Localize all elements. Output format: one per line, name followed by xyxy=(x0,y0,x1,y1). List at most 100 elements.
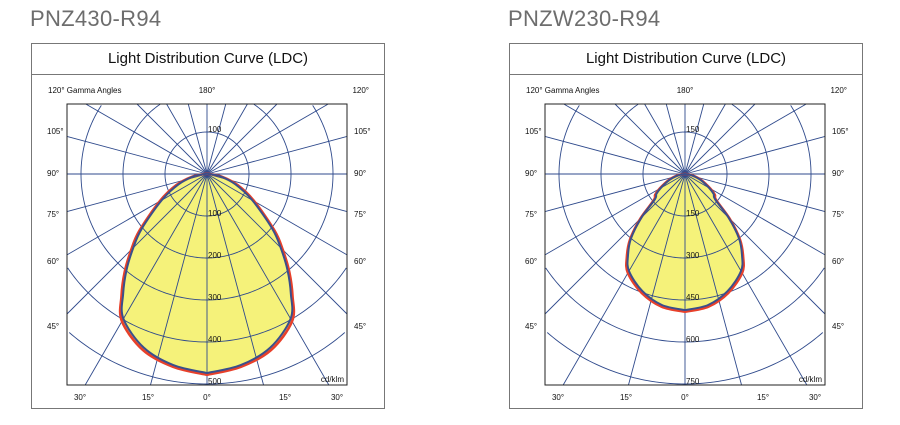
grid-spoke xyxy=(206,136,348,175)
grid-spoke xyxy=(684,103,705,175)
grid-ring xyxy=(68,332,346,385)
angle-label-left: 90° xyxy=(47,169,60,178)
grid-ring xyxy=(122,103,292,259)
product-title-left: PNZ430-R94 xyxy=(30,6,162,31)
unit-label: cd/klm xyxy=(320,375,344,384)
grid-spoke xyxy=(66,173,208,256)
grid-ring xyxy=(80,105,334,301)
gamma-angles-label: 120° Gamma Angles xyxy=(526,86,600,95)
angle-label-left: 45° xyxy=(525,322,538,331)
grid-ring xyxy=(546,332,824,385)
chart-title: Light Distribution Curve (LDC) xyxy=(32,44,384,75)
grid-spoke xyxy=(150,173,208,386)
angle-label-right: 90° xyxy=(832,169,845,178)
plot-frame xyxy=(66,103,348,386)
angle-label-right: 45° xyxy=(354,322,367,331)
series-curve-1 xyxy=(626,172,744,312)
grid-spoke xyxy=(684,173,808,386)
grid-spoke xyxy=(684,103,756,175)
grid-spoke xyxy=(684,173,826,212)
grid-spoke xyxy=(206,173,264,386)
angle-label-left: 90° xyxy=(525,169,538,178)
angle-label-180: 180° xyxy=(676,86,694,95)
angle-label-bottom: 0° xyxy=(203,393,211,402)
angle-label-right: 60° xyxy=(832,257,845,266)
grid-spoke xyxy=(206,173,330,386)
angle-label-left: 60° xyxy=(47,257,60,266)
ldc-panel-left: Light Distribution Curve (LDC) 120° Gamm… xyxy=(31,43,385,409)
grid-ring xyxy=(545,267,825,343)
angle-label-right: 75° xyxy=(832,210,845,219)
angle-label-bottom: 0° xyxy=(681,393,689,402)
radial-tick-top: 150 xyxy=(686,125,700,134)
angle-label-left: 75° xyxy=(525,210,538,219)
angle-label-right: 105° xyxy=(354,127,371,136)
unit-label: cd/klm xyxy=(798,375,822,384)
angle-label-120-right: 120° xyxy=(352,86,369,95)
angle-label-bottom: 15° xyxy=(278,393,292,402)
radial-tick-top: 100 xyxy=(208,125,222,134)
grid-spoke xyxy=(206,173,348,256)
grid-spoke xyxy=(684,136,826,175)
grid-spoke xyxy=(665,103,686,175)
angle-label-left: 105° xyxy=(525,127,542,136)
grid-spoke xyxy=(684,173,826,315)
radial-tick: 200 xyxy=(208,251,222,260)
angle-label-bottom: 15° xyxy=(619,393,633,402)
grid-spoke xyxy=(84,173,208,386)
angle-label-bottom: 30° xyxy=(551,393,565,402)
angle-label-left: 60° xyxy=(525,257,538,266)
angle-label-left: 75° xyxy=(47,210,60,219)
grid-spoke xyxy=(644,103,686,175)
angle-label-bottom: 15° xyxy=(141,393,155,402)
angle-label-right: 90° xyxy=(354,169,367,178)
radial-tick: 750 xyxy=(686,377,700,386)
grid-spoke xyxy=(187,103,208,175)
series-curve-1 xyxy=(120,172,294,375)
grid-spoke xyxy=(66,136,208,175)
angle-label-120-right: 120° xyxy=(830,86,847,95)
angle-label-right: 105° xyxy=(832,127,849,136)
grid-spoke xyxy=(544,173,686,212)
grid-spoke xyxy=(562,173,686,386)
angle-label-left: 105° xyxy=(47,127,64,136)
angle-label-180: 180° xyxy=(198,86,216,95)
angle-label-bottom: 15° xyxy=(756,393,770,402)
angle-label-right: 45° xyxy=(832,322,845,331)
grid-spoke xyxy=(684,173,742,386)
radial-tick: 100 xyxy=(208,209,222,218)
grid-spoke xyxy=(614,103,686,175)
angle-label-right: 75° xyxy=(354,210,367,219)
grid-spoke xyxy=(85,103,208,175)
grid-spoke xyxy=(206,173,348,315)
grid-spoke xyxy=(684,103,726,175)
grid-spoke xyxy=(544,136,686,175)
product-title-right: PNZW230-R94 xyxy=(508,6,661,31)
polar-plot xyxy=(66,103,348,386)
plot-frame xyxy=(544,103,826,386)
grid-spoke xyxy=(206,103,278,175)
grid-spoke xyxy=(563,103,686,175)
grid-spoke xyxy=(66,173,208,315)
grid-spoke xyxy=(544,173,686,315)
grid-ring xyxy=(67,267,347,343)
polar-plot xyxy=(544,103,826,386)
grid-spoke xyxy=(136,103,208,175)
radial-tick: 450 xyxy=(686,293,700,302)
chart-title: Light Distribution Curve (LDC) xyxy=(510,44,862,75)
grid-spoke xyxy=(206,103,248,175)
radial-tick: 500 xyxy=(208,377,222,386)
ldc-panel-right: Light Distribution Curve (LDC) 120° Gamm… xyxy=(509,43,863,409)
radial-tick: 300 xyxy=(686,251,700,260)
grid-spoke xyxy=(628,173,686,386)
grid-spoke xyxy=(206,103,227,175)
angle-label-right: 60° xyxy=(354,257,367,266)
radial-tick: 600 xyxy=(686,335,700,344)
gamma-angles-label: 120° Gamma Angles xyxy=(48,86,122,95)
grid-ring xyxy=(600,103,770,259)
angle-label-left: 45° xyxy=(47,322,60,331)
radial-tick: 300 xyxy=(208,293,222,302)
grid-spoke xyxy=(684,103,807,175)
angle-label-bottom: 30° xyxy=(73,393,87,402)
angle-label-bottom: 30° xyxy=(808,393,822,402)
